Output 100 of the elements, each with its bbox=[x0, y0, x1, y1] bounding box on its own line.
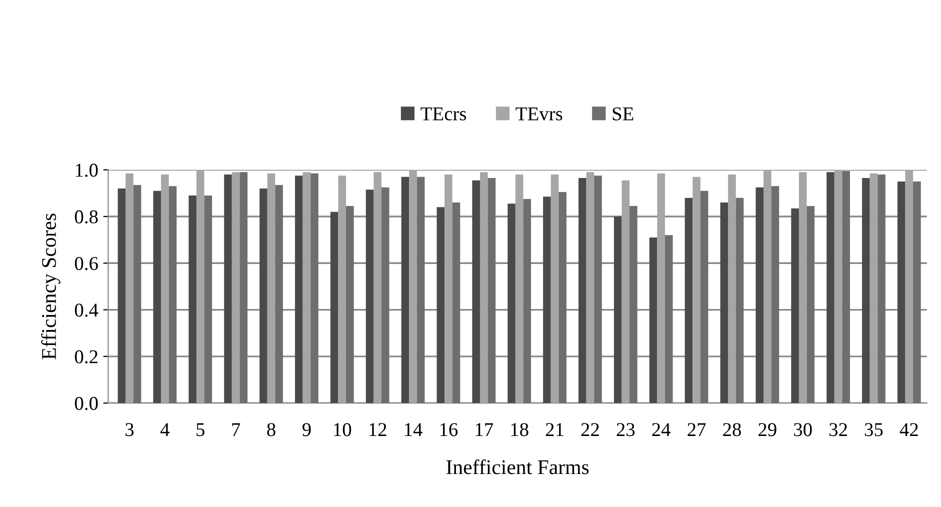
x-tick-label: 30 bbox=[794, 423, 812, 436]
bar bbox=[870, 173, 878, 404]
x-axis-title: Inefficient Farms bbox=[446, 459, 589, 474]
bar bbox=[310, 173, 318, 404]
bar bbox=[515, 174, 524, 404]
bar bbox=[294, 176, 303, 404]
y-tick-label: 0.6 bbox=[74, 256, 98, 270]
bar bbox=[913, 182, 921, 404]
x-tick-label: 29 bbox=[758, 423, 776, 436]
x-tick-label: 3 bbox=[126, 423, 134, 436]
x-tick-label: 18 bbox=[511, 423, 528, 436]
bar bbox=[630, 206, 638, 404]
bar bbox=[728, 174, 736, 404]
bar bbox=[692, 176, 700, 404]
legend-label: SE bbox=[612, 107, 634, 120]
bar bbox=[657, 173, 665, 404]
legend-label: TEvrs bbox=[516, 107, 562, 120]
bar bbox=[905, 170, 914, 404]
x-tick-label: 21 bbox=[546, 423, 564, 436]
bar bbox=[543, 196, 551, 404]
bar bbox=[232, 172, 240, 404]
y-tick-label: 0.2 bbox=[74, 350, 98, 364]
bar bbox=[550, 174, 559, 404]
bar bbox=[436, 207, 445, 404]
bar bbox=[622, 180, 630, 404]
x-tick-label: 14 bbox=[404, 423, 422, 436]
bar bbox=[330, 212, 338, 404]
bar bbox=[472, 180, 480, 404]
x-tick-label: 23 bbox=[616, 423, 635, 436]
bar bbox=[508, 204, 516, 404]
x-tick-label: 4 bbox=[160, 423, 170, 436]
bar bbox=[791, 208, 799, 404]
bar bbox=[684, 198, 693, 404]
bar bbox=[480, 172, 488, 404]
bar bbox=[558, 192, 566, 404]
bar bbox=[260, 188, 268, 404]
bar bbox=[224, 174, 232, 404]
x-tick-label: 27 bbox=[688, 423, 706, 436]
x-tick-label: 12 bbox=[370, 423, 386, 436]
bar bbox=[452, 202, 460, 404]
x-tick-label: 24 bbox=[652, 423, 670, 436]
x-tick-label: 32 bbox=[829, 423, 847, 436]
bar bbox=[302, 172, 311, 404]
bar bbox=[862, 178, 870, 404]
bar bbox=[720, 202, 728, 404]
bar bbox=[523, 198, 532, 404]
x-tick-label: 16 bbox=[440, 423, 458, 436]
bar bbox=[188, 196, 196, 404]
bar bbox=[764, 170, 772, 404]
x-tick-label: 42 bbox=[900, 423, 918, 436]
bar bbox=[842, 171, 850, 404]
bar bbox=[806, 206, 815, 404]
bar bbox=[416, 176, 425, 404]
bar bbox=[878, 174, 886, 404]
bar bbox=[700, 190, 708, 404]
bar bbox=[366, 190, 374, 404]
bar bbox=[409, 170, 417, 404]
bar bbox=[153, 190, 162, 404]
bar bbox=[204, 196, 212, 404]
x-tick-label: 35 bbox=[864, 423, 883, 436]
bar bbox=[275, 185, 283, 404]
bar bbox=[401, 176, 410, 404]
bar bbox=[196, 170, 204, 404]
bar bbox=[897, 182, 906, 404]
x-tick-label: 9 bbox=[302, 423, 311, 436]
bar bbox=[381, 187, 390, 404]
y-tick-label: 0.4 bbox=[74, 304, 98, 317]
x-tick-label: 28 bbox=[723, 423, 741, 436]
bar bbox=[118, 188, 126, 404]
bar bbox=[826, 172, 834, 404]
bar bbox=[346, 206, 354, 404]
bar bbox=[594, 176, 602, 404]
x-tick-label: 8 bbox=[267, 423, 276, 436]
bar bbox=[488, 178, 496, 404]
bar bbox=[168, 186, 177, 404]
x-tick-label: 22 bbox=[581, 423, 599, 436]
bar bbox=[267, 173, 276, 404]
bar bbox=[578, 178, 586, 404]
bar bbox=[834, 170, 842, 404]
bar bbox=[586, 172, 594, 404]
bar bbox=[614, 216, 622, 404]
bar bbox=[338, 176, 346, 404]
y-tick-label: 1.0 bbox=[76, 164, 98, 177]
bar bbox=[126, 173, 134, 404]
x-tick-label: 5 bbox=[196, 423, 204, 436]
bar bbox=[444, 174, 452, 404]
y-axis-title: Efficiency Scores bbox=[41, 214, 60, 360]
bar bbox=[240, 172, 248, 404]
bar bbox=[664, 235, 673, 404]
bar bbox=[133, 185, 142, 404]
bar bbox=[798, 172, 807, 404]
y-tick-label: 0.8 bbox=[74, 210, 98, 224]
legend-label: TEcrs bbox=[420, 107, 466, 120]
bar bbox=[161, 174, 169, 404]
bar bbox=[736, 198, 744, 404]
x-tick-label: 10 bbox=[334, 423, 352, 436]
bar bbox=[649, 237, 658, 404]
x-tick-label: 17 bbox=[476, 423, 494, 436]
x-tick-label: 7 bbox=[232, 423, 240, 436]
bar bbox=[771, 186, 780, 404]
